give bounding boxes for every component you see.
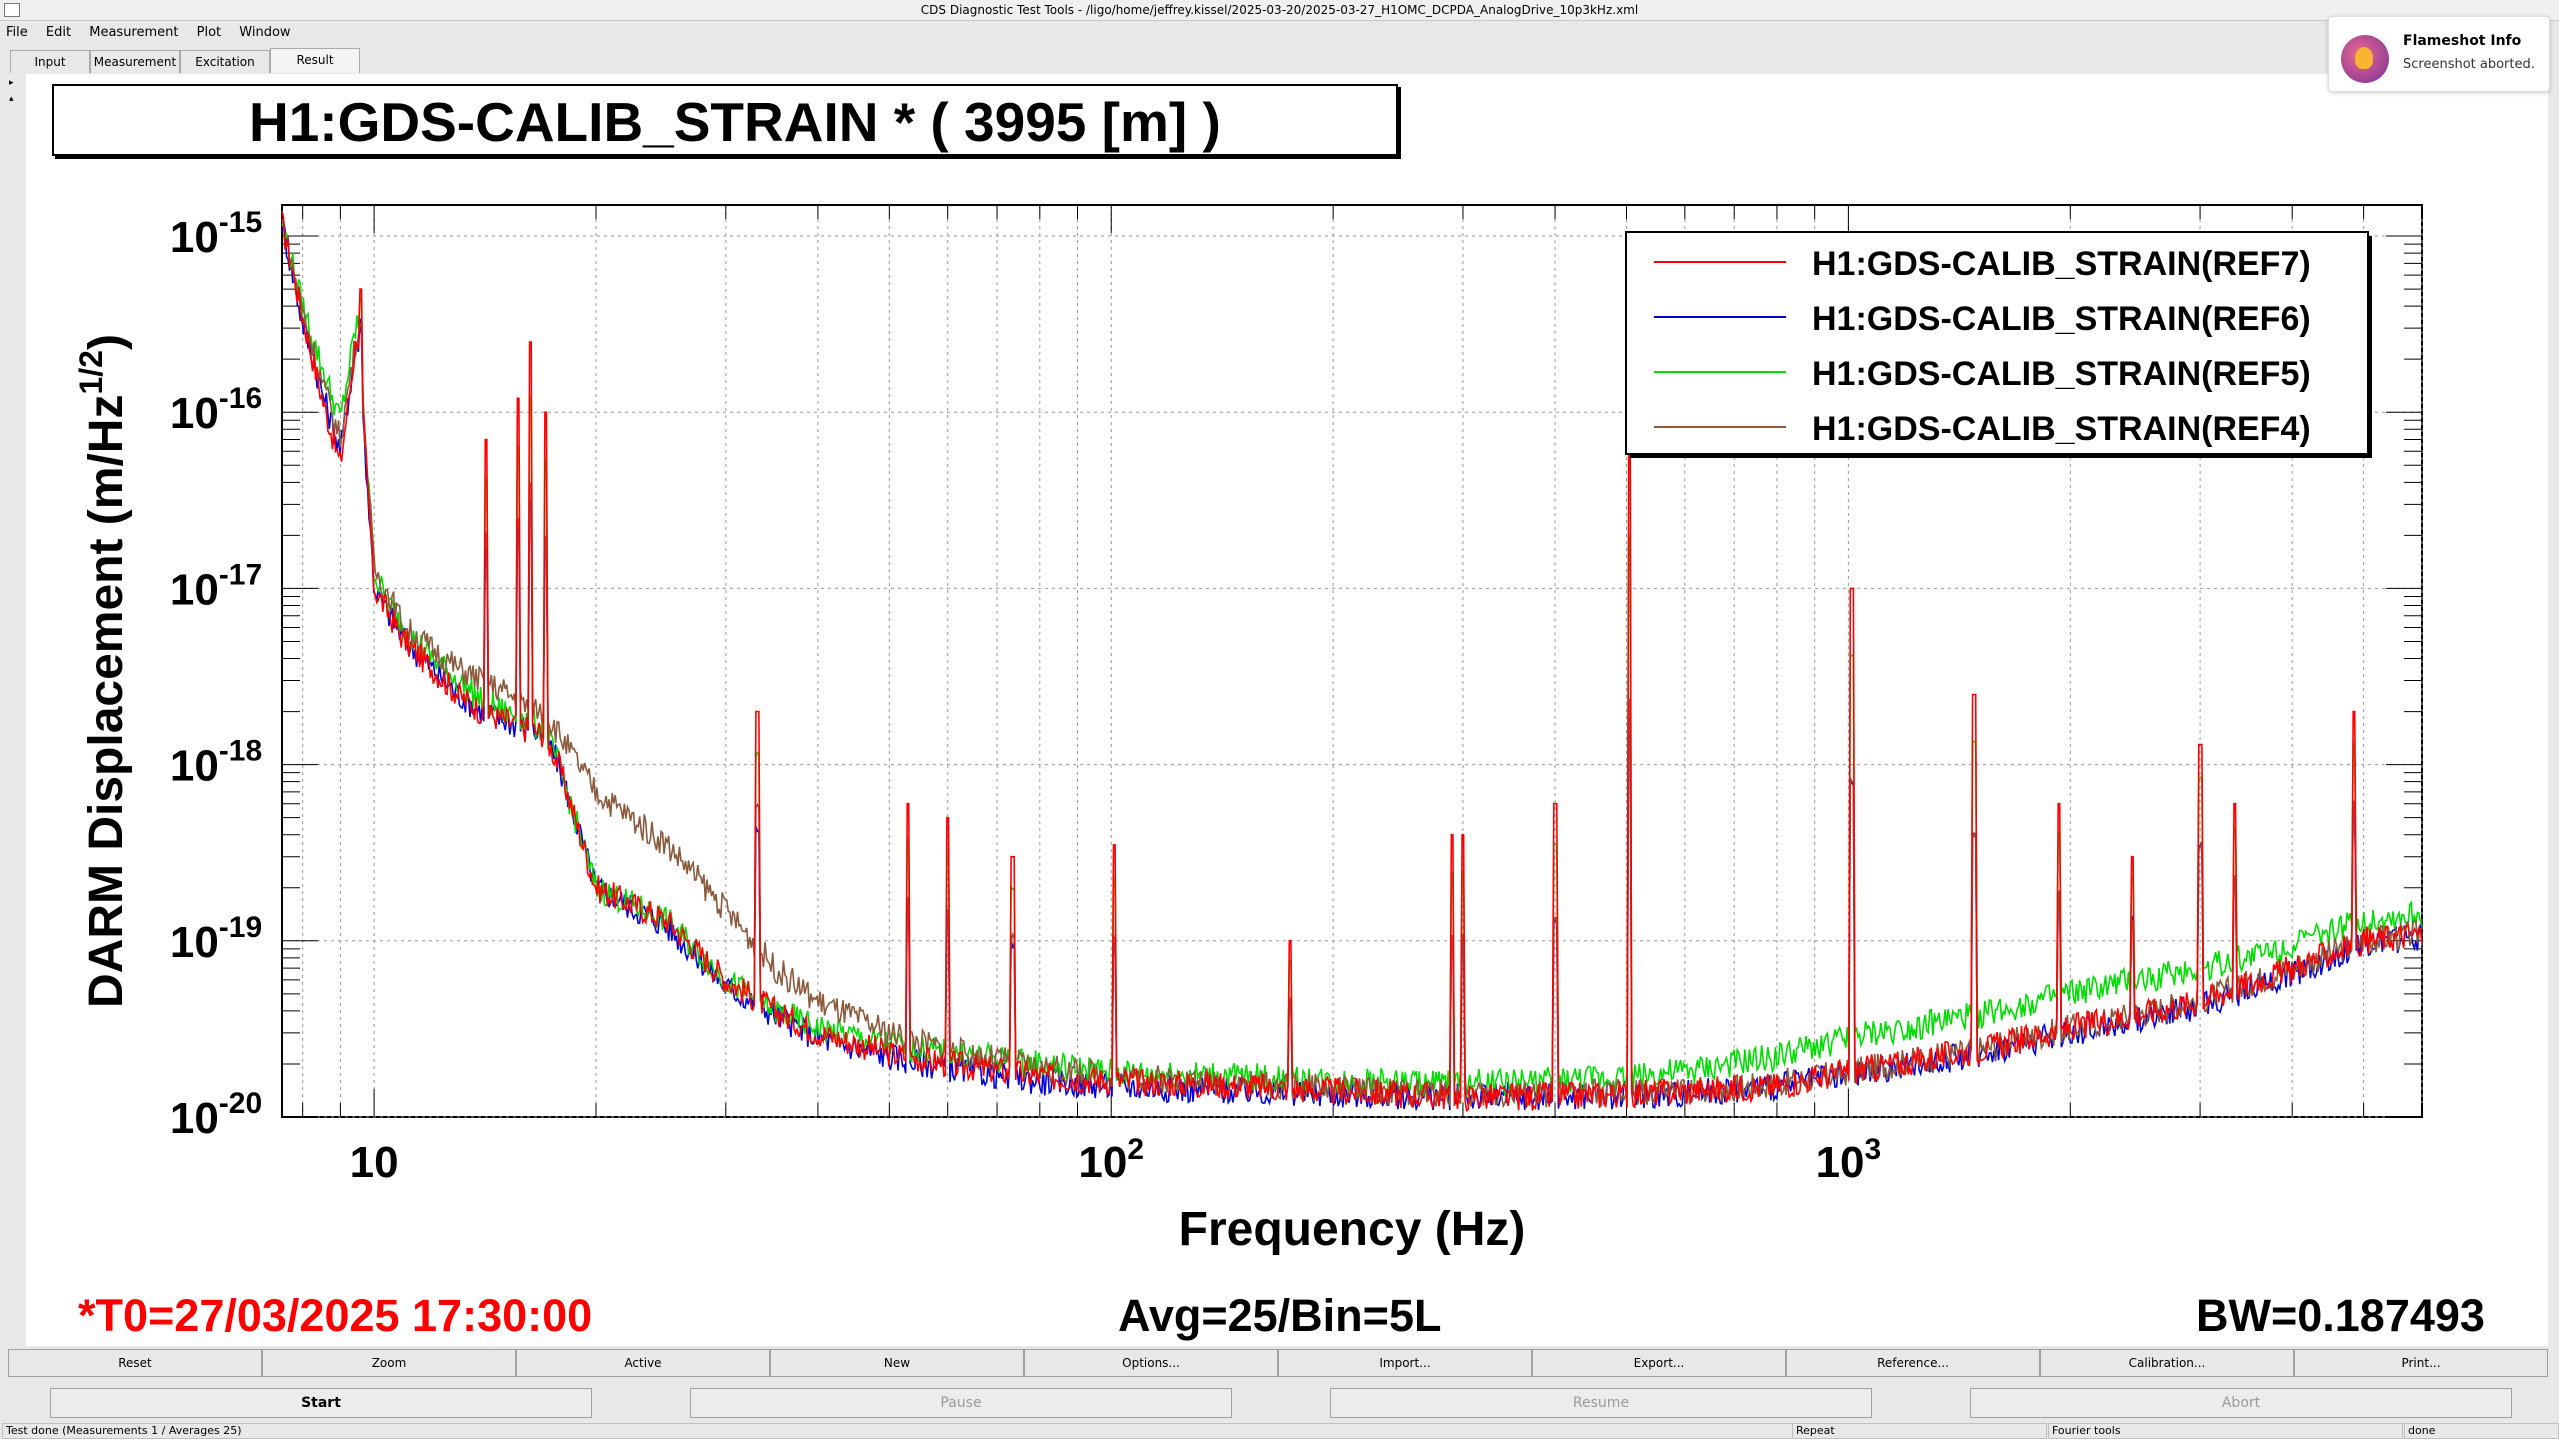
pause-button[interactable]: Pause	[690, 1388, 1232, 1418]
tab-bar: Input Measurement Excitation Result	[0, 48, 2559, 74]
legend-label-1: H1:GDS-CALIB_STRAIN(REF7)	[1812, 245, 2311, 283]
avg-label: Avg=25/Bin=5L	[1118, 1290, 1442, 1341]
y-tick-label: 10-19	[170, 911, 262, 967]
x-tick-label: 10	[350, 1138, 399, 1187]
reset-button[interactable]: Reset	[8, 1349, 262, 1377]
options-button[interactable]: Options...	[1024, 1349, 1278, 1377]
measurement-controls: Start Pause Resume Abort	[50, 1388, 2512, 1418]
status-bar: Test done (Measurements 1 / Averages 25)…	[0, 1422, 2559, 1439]
reference-button[interactable]: Reference...	[1786, 1349, 2040, 1377]
new-button[interactable]: New	[770, 1349, 1024, 1377]
status-repeat: Repeat	[1792, 1423, 2047, 1439]
legend-label-2: H1:GDS-CALIB_STRAIN(REF6)	[1812, 300, 2311, 338]
notification-title: Flameshot Info	[2403, 33, 2522, 49]
bw-label: BW=0.187493	[2196, 1290, 2485, 1341]
menu-edit[interactable]: Edit	[45, 25, 72, 40]
import-button[interactable]: Import...	[1278, 1349, 1532, 1377]
tab-measurement[interactable]: Measurement	[90, 50, 180, 73]
legend-label-4: H1:GDS-CALIB_STRAIN(REF4)	[1812, 410, 2311, 448]
legend-box	[1625, 231, 2369, 455]
x-tick-label: 102	[1078, 1133, 1144, 1187]
series-line-3	[281, 221, 2423, 1099]
menu-window[interactable]: Window	[239, 25, 291, 40]
notification-text: Screenshot aborted.	[2403, 57, 2535, 72]
x-tick-label: 103	[1816, 1133, 1882, 1187]
menu-measurement[interactable]: Measurement	[89, 25, 179, 40]
y-tick-label: 10-20	[170, 1087, 262, 1143]
status-state: done	[2404, 1423, 2559, 1439]
tab-result[interactable]: Result	[270, 48, 360, 73]
y-tick-label: 10-18	[170, 735, 262, 791]
window-title: CDS Diagnostic Test Tools - /ligo/home/j…	[920, 3, 1639, 17]
series-line-1	[281, 210, 2423, 1112]
print-button[interactable]: Print...	[2294, 1349, 2548, 1377]
resume-button[interactable]: Resume	[1330, 1388, 1872, 1418]
zoom-button[interactable]: Zoom	[262, 1349, 516, 1377]
x-axis-label: Frequency (Hz)	[1179, 1203, 1526, 1256]
menu-bar: File Edit Measurement Plot Window	[0, 22, 2559, 44]
y-tick-label: 10-17	[170, 558, 262, 614]
window-icon[interactable]	[4, 3, 20, 17]
status-message: Test done (Measurements 1 / Averages 25)	[2, 1423, 1793, 1439]
legend-label-3: H1:GDS-CALIB_STRAIN(REF5)	[1812, 355, 2311, 393]
start-button[interactable]: Start	[50, 1388, 592, 1418]
plot-title: H1:GDS-CALIB_STRAIN * ( 3995 [m] )	[249, 91, 1221, 153]
flameshot-icon	[2341, 35, 2389, 83]
window-title-bar: CDS Diagnostic Test Tools - /ligo/home/j…	[0, 0, 2559, 21]
flameshot-notification[interactable]: Flameshot Info Screenshot aborted.	[2328, 16, 2550, 92]
plot-toolbar: Reset Zoom Active New Options... Import.…	[8, 1349, 2548, 1377]
y-axis-label: DARM Displacement (m/Hz1/2)	[73, 334, 133, 1008]
tab-input[interactable]: Input	[10, 50, 90, 73]
spectrum-plot[interactable]: 10 102 103 10-15 10-16 10-17 10-18 10-19 10-20 Fr…	[0, 0, 2559, 1345]
plot-title-box: H1:GDS-CALIB_STRAIN * ( 3995 [m] )	[52, 84, 1398, 156]
series-line-4	[281, 219, 2423, 1109]
y-tick-label: 10-16	[170, 382, 262, 438]
abort-button[interactable]: Abort	[1970, 1388, 2512, 1418]
active-button[interactable]: Active	[516, 1349, 770, 1377]
scroll-right-arrow-icon[interactable]: ▸	[9, 78, 14, 88]
y-tick-label: 10-15	[170, 206, 262, 262]
t0-label: *T0=27/03/2025 17:30:00	[78, 1290, 593, 1341]
scroll-up-arrow-icon[interactable]: ▴	[9, 94, 14, 104]
calibration-button[interactable]: Calibration...	[2040, 1349, 2294, 1377]
tab-excitation[interactable]: Excitation	[180, 50, 270, 73]
menu-plot[interactable]: Plot	[196, 25, 222, 40]
export-button[interactable]: Export...	[1532, 1349, 1786, 1377]
menu-file[interactable]: File	[6, 25, 28, 40]
status-mode: Fourier tools	[2048, 1423, 2403, 1439]
